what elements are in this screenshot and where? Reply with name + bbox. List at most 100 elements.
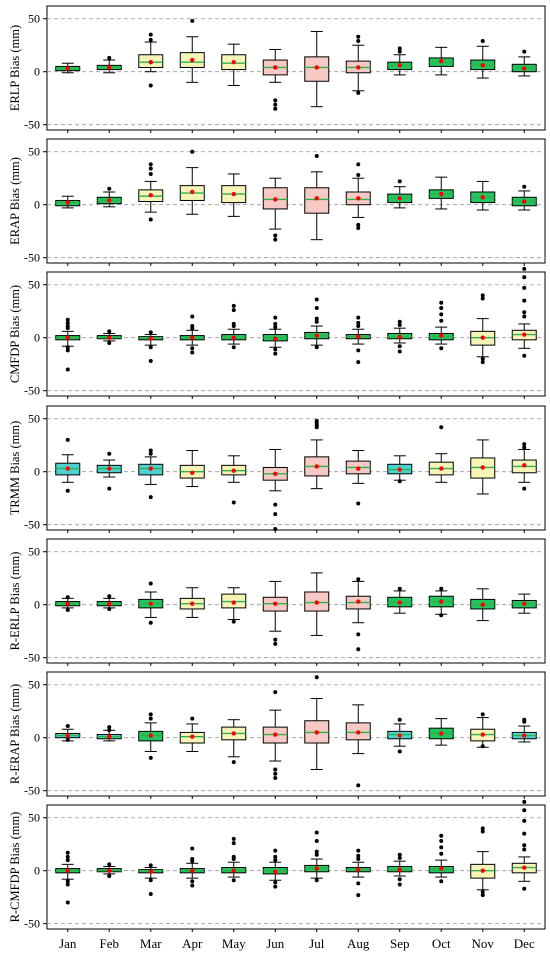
panel-5: 50 0 -50R-ERLP Bias (mm) — [8, 538, 546, 666]
box-dec — [511, 593, 537, 614]
y-axis-label: R-CMFDP Bias (mm) — [8, 812, 22, 923]
outlier-point — [356, 881, 361, 886]
box-oct — [428, 586, 454, 618]
y-tick-label: 0 — [34, 65, 40, 79]
panel-frame — [46, 538, 546, 664]
outlier-point — [314, 878, 319, 883]
mean-marker — [356, 466, 361, 471]
panel-7: 50 0 -50R-CMFDP Bias (mm) — [8, 799, 546, 932]
mean-marker — [397, 467, 402, 472]
outlier-point — [522, 298, 527, 303]
box-jul — [304, 153, 330, 241]
box-oct — [428, 425, 454, 483]
outlier-point — [148, 448, 153, 453]
outlier-point — [356, 647, 361, 652]
outlier-point — [273, 98, 278, 103]
outlier-point — [439, 312, 444, 317]
outlier-point — [397, 344, 402, 349]
outlier-point — [356, 857, 361, 862]
outlier-point — [65, 608, 70, 613]
x-tick-label-oct: Oct — [432, 936, 451, 951]
outlier-point — [148, 83, 153, 88]
outlier-point — [397, 749, 402, 754]
outlier-point — [148, 37, 153, 42]
outlier-point — [522, 266, 527, 271]
box-dec — [511, 442, 537, 491]
mean-marker — [107, 466, 112, 471]
x-tick-label-mar: Mar — [140, 936, 162, 951]
mean-marker — [356, 65, 361, 70]
outlier-point — [148, 716, 153, 721]
outlier-point — [522, 184, 527, 189]
outlier-point — [231, 841, 236, 846]
mean-marker — [148, 869, 153, 874]
outlier-point — [107, 341, 112, 346]
box-aug — [345, 704, 371, 788]
outlier-point — [148, 330, 153, 335]
outlier-point — [190, 18, 195, 23]
outlier-point — [522, 442, 527, 447]
outlier-point — [107, 874, 112, 879]
box-apr — [179, 149, 205, 215]
outlier-point — [397, 349, 402, 354]
box-nov — [470, 826, 496, 898]
box-jun — [262, 48, 288, 111]
outlier-point — [522, 353, 527, 358]
outlier-point — [356, 38, 361, 43]
y-axis-label: R-ERLP Bias (mm) — [8, 552, 22, 651]
outlier-point — [273, 321, 278, 326]
outlier-point — [480, 712, 485, 717]
outlier-point — [273, 848, 278, 853]
outlier-point — [190, 879, 195, 884]
outlier-point — [480, 893, 485, 898]
outlier-point — [273, 854, 278, 859]
box-dec — [511, 184, 537, 211]
outlier-point — [190, 883, 195, 888]
outlier-point — [273, 315, 278, 320]
outlier-point — [190, 350, 195, 355]
mean-marker — [522, 601, 527, 606]
mean-marker — [107, 198, 112, 203]
mean-marker — [314, 600, 319, 605]
outlier-point — [356, 162, 361, 167]
outlier-point — [439, 613, 444, 618]
outlier-point — [314, 319, 319, 324]
mean-marker — [439, 191, 444, 197]
x-tick-label-nov: Nov — [472, 936, 495, 951]
mean-marker — [522, 199, 527, 204]
box-mar — [138, 581, 164, 625]
outlier-point — [356, 501, 361, 506]
outlier-point — [314, 153, 319, 158]
outlier-point — [107, 486, 112, 491]
box-nov — [470, 439, 496, 495]
outlier-point — [107, 451, 112, 456]
mean-marker — [190, 868, 195, 873]
outlier-point — [314, 839, 319, 844]
y-axis-label: R-ERAP Bias (mm) — [8, 684, 22, 784]
outlier-point — [273, 347, 278, 352]
outlier-point — [148, 166, 153, 171]
mean-marker — [231, 59, 236, 65]
outlier-point — [314, 852, 319, 857]
mean-marker — [522, 463, 527, 468]
y-tick-label: -50 — [24, 118, 40, 132]
box-jan — [55, 437, 81, 493]
outlier-point — [480, 38, 485, 43]
outlier-point — [273, 637, 278, 642]
box-mar — [138, 330, 164, 364]
outlier-point — [397, 322, 402, 327]
outlier-point — [190, 859, 195, 864]
outlier-point — [65, 900, 70, 905]
box-jul — [304, 418, 330, 490]
box-feb — [96, 186, 122, 208]
box-apr — [179, 846, 205, 888]
y-tick-label: -50 — [24, 518, 40, 532]
outlier-point — [439, 318, 444, 323]
box-jun — [262, 690, 288, 780]
box-nov — [470, 38, 496, 79]
mean-marker — [190, 335, 195, 340]
